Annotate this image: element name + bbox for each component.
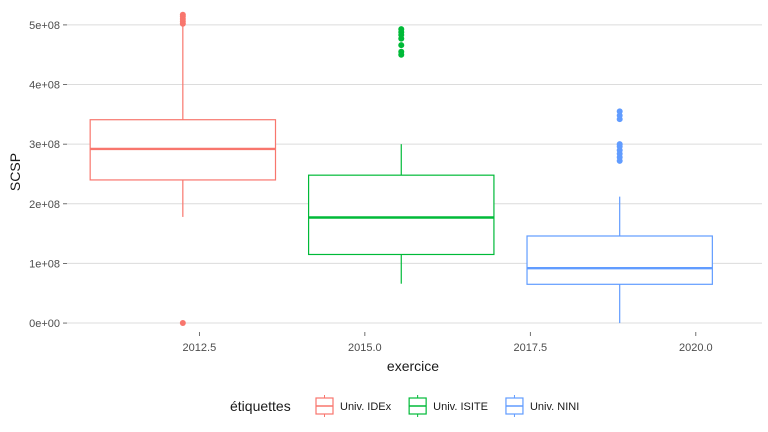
legend-title: étiquettes (230, 398, 291, 414)
y-tick-label: 4e+08 (29, 80, 60, 92)
outlier-point (179, 320, 186, 327)
outlier-point (398, 48, 405, 55)
outlier-point (398, 26, 405, 33)
legend: étiquettes Univ. IDEx Univ. ISITE Univ. NI… (230, 395, 579, 417)
y-tick-label: 5e+08 (29, 20, 60, 32)
outlier-point (398, 42, 405, 49)
outlier-point (179, 11, 186, 18)
y-tick-label: 3e+08 (29, 139, 60, 151)
legend-item: Univ. IDEx (315, 395, 392, 417)
x-tick-label: 2012.5 (183, 342, 217, 354)
y-tick-label: 0e+00 (29, 318, 60, 330)
y-axis-title: SCSP (7, 153, 23, 191)
y-axis-ticks: 0e+00 1e+08 2e+08 3e+08 4e+08 5e+08 (29, 20, 67, 330)
x-tick-label: 2017.5 (514, 342, 548, 354)
legend-item: Univ. NINI (505, 395, 579, 417)
box-group (307, 26, 495, 284)
x-axis-title: exercice (387, 358, 439, 374)
legend-label: Univ. NINI (530, 401, 579, 413)
box-iqr (526, 235, 713, 285)
outlier-point (616, 141, 623, 148)
outlier-point (616, 108, 623, 115)
legend-label: Univ. ISITE (433, 401, 488, 413)
outlier-point (616, 112, 623, 119)
box-group (89, 11, 277, 327)
x-tick-label: 2015.0 (348, 342, 382, 354)
y-tick-label: 2e+08 (29, 199, 60, 211)
x-tick-label: 2020.0 (679, 342, 713, 354)
box-series (89, 11, 713, 327)
box-iqr (307, 174, 495, 256)
x-axis-ticks: 2012.5 2015.0 2017.5 2020.0 (183, 332, 713, 354)
legend-label: Univ. IDEx (340, 401, 392, 413)
legend-item: Univ. ISITE (408, 395, 488, 417)
box-group (526, 108, 713, 324)
y-tick-label: 1e+08 (29, 258, 60, 270)
